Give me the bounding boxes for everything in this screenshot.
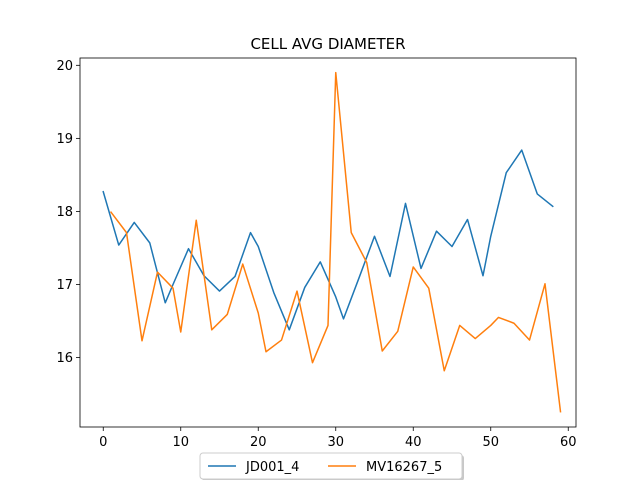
y-tick-label: 17 [56, 278, 73, 293]
x-axis: 0 10 20 30 40 50 60 [99, 427, 577, 450]
x-tick-label: 0 [99, 435, 107, 450]
y-axis: 16 17 18 19 20 [56, 59, 80, 366]
axes-frame [79, 57, 577, 428]
x-tick-label: 20 [250, 435, 267, 450]
x-tick-label: 40 [405, 435, 422, 450]
legend-label-1: JD001_4 [245, 460, 299, 475]
y-tick-label: 20 [56, 59, 73, 74]
plot-area [79, 57, 577, 428]
x-tick-label: 30 [327, 435, 344, 450]
legend: JD001_4 MV16267_5 [199, 452, 464, 480]
chart-title: CELL AVG DIAMETER [250, 35, 405, 53]
x-tick-label: 10 [172, 435, 189, 450]
series-line-1 [102, 149, 554, 331]
y-tick-label: 19 [56, 132, 73, 147]
x-tick-label: 60 [560, 435, 577, 450]
series-line-2 [109, 71, 562, 413]
legend-label-2: MV16267_5 [366, 460, 442, 475]
x-tick-label: 50 [482, 435, 499, 450]
y-tick-label: 16 [56, 351, 73, 366]
y-tick-label: 18 [56, 205, 73, 220]
